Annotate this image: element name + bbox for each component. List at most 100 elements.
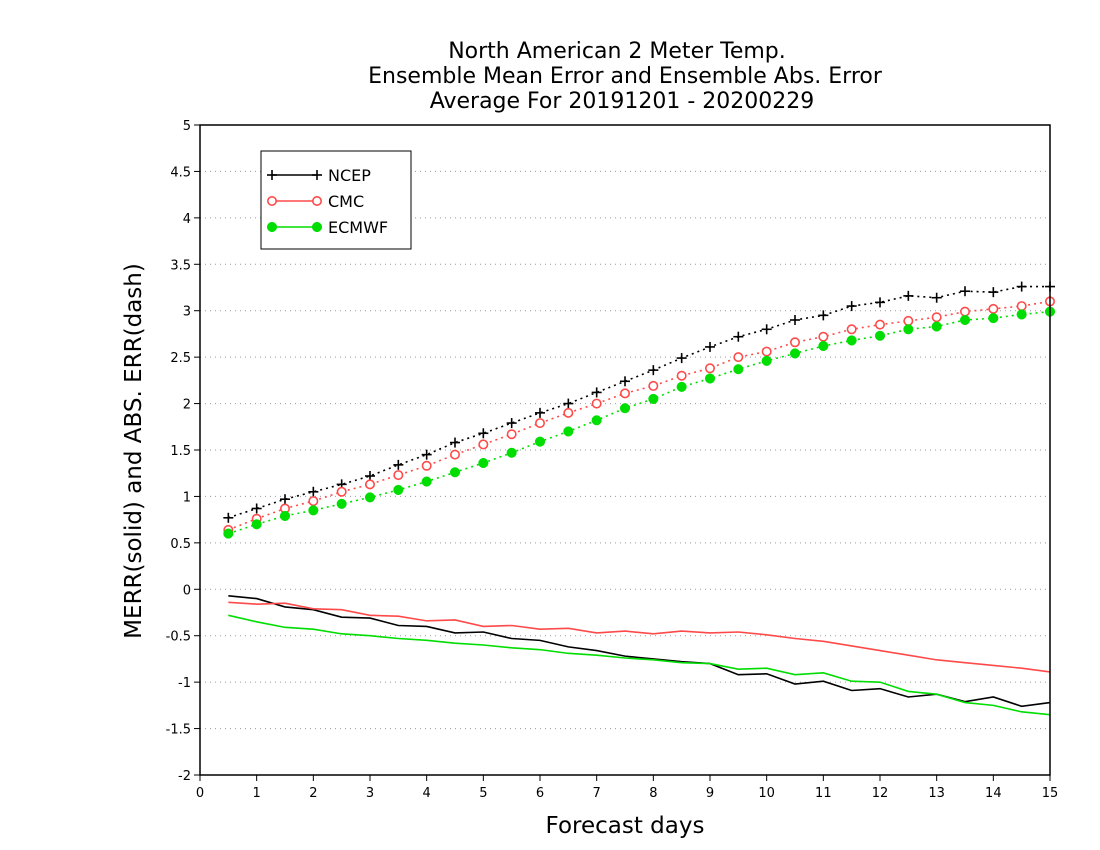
x-tick-label: 11 [815,786,832,801]
data-point [704,363,715,374]
data-point [1016,301,1027,312]
y-tick-label: 3.5 [170,258,191,273]
chart-title: North American 2 Meter Temp. Ensemble Me… [368,39,883,114]
data-point [789,348,801,359]
data-point [761,355,772,366]
data-point [266,221,278,233]
data-point [846,324,857,335]
data-point [421,476,432,487]
data-point [312,170,322,180]
x-tick-label: 4 [423,786,431,801]
data-point [223,512,234,523]
data-point [311,221,323,233]
data-point [733,352,744,363]
y-tick-label: 0.5 [170,537,191,552]
x-tick-label: 2 [309,786,317,801]
data-point [875,297,885,308]
data-point [478,439,489,450]
legend-label: NCEP [328,166,371,185]
data-point [789,337,800,348]
x-tick-label: 7 [593,786,601,801]
data-point [393,484,404,495]
data-point [648,380,659,391]
y-tick-label: 1 [183,490,191,505]
data-point [846,301,857,312]
x-tick-label: 3 [366,786,374,801]
legend-label: ECMWF [328,218,388,237]
legend: NCEP CMC ECMWF [260,150,412,250]
data-point [931,321,942,332]
data-point [591,398,602,409]
data-point [733,331,744,342]
x-tick-label: 6 [536,786,544,801]
series-ncep-abs-err-line [228,285,1050,519]
data-point [267,170,277,180]
data-point [308,496,319,507]
data-point [931,312,942,323]
data-point [959,306,970,317]
x-axis-label: Forecast days [546,813,705,839]
y-tick-label: 0 [183,583,191,598]
data-point [280,494,290,505]
legend-item-ncep: NCEP [267,166,371,185]
data-point [790,315,800,325]
data-point [311,196,322,207]
data-point [393,459,404,470]
data-point [563,426,574,437]
data-point [874,319,885,330]
data-point [931,292,942,303]
data-point [506,418,517,429]
title-line-2: Ensemble Mean Error and Ensemble Abs. Er… [368,64,883,89]
data-point [733,364,744,375]
data-point [535,407,545,418]
data-point [251,503,262,514]
data-point [563,398,574,409]
data-point [704,373,716,384]
data-point [903,290,914,301]
data-point [421,460,432,471]
data-point [620,376,630,387]
data-point [308,486,319,497]
data-point [591,415,602,426]
data-point [393,470,404,481]
series-layer [223,281,1056,716]
data-point [534,436,546,447]
x-tick-label: 0 [196,786,204,801]
data-point [676,381,687,392]
data-point [959,314,971,326]
data-point [846,335,857,346]
x-tick-label: 10 [758,786,775,801]
title-line-3: Average For 20191201 - 20200229 [430,89,815,114]
data-point [648,365,659,376]
series-ecmwf-merr-line [228,614,1051,716]
data-point [336,498,347,509]
y-tick-label: 2.5 [170,351,191,366]
y-axis-label: MERR(solid) and ABS. ERR(dash) [121,263,147,639]
data-point [563,407,574,418]
data-point [818,340,829,352]
y-tick-label: 1.5 [170,444,191,459]
x-tick-label: 13 [928,786,945,801]
legend-box [260,150,412,250]
data-point [449,449,460,460]
data-point [676,370,687,381]
data-point [818,331,829,342]
title-line-1: North American 2 Meter Temp. [448,39,786,64]
series-ecmwf-abs-err-line [228,310,1051,535]
x-tick-label: 15 [1042,786,1059,801]
y-tick-label: -1.5 [166,723,191,738]
data-point [591,387,602,398]
y-tick-label: 2 [183,398,191,413]
data-point [365,471,375,481]
data-point [761,324,772,335]
y-tick-label: 4.5 [170,165,191,180]
data-point [506,429,517,440]
data-point [1016,309,1027,320]
data-point [251,519,262,530]
grid [200,170,1050,730]
data-point [336,486,347,497]
data-point [818,310,829,321]
data-point [421,449,432,460]
data-point [619,388,630,399]
